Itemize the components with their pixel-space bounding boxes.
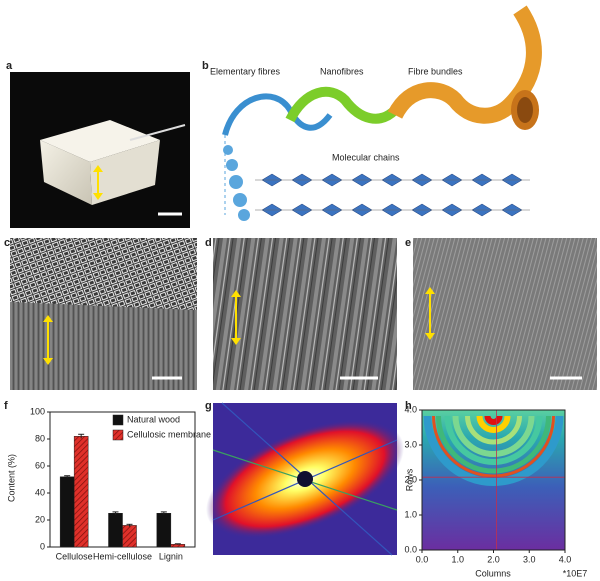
x-tick-label: 3.0: [523, 554, 536, 564]
bar: [156, 513, 172, 548]
y-tick-label: 0.0: [404, 544, 417, 554]
x-tick-label: 2.0: [487, 554, 500, 564]
panel-label: h: [405, 400, 412, 412]
heatmap-top-mask: [422, 398, 565, 410]
diffraction-ring: [444, 415, 543, 465]
legend-label: Natural wood: [127, 414, 180, 424]
y-axis-label: Content (%): [6, 454, 16, 502]
y-tick-label: 60: [35, 460, 45, 470]
x-tick-label: 4.0: [559, 554, 572, 564]
diffraction-ring: [452, 415, 535, 457]
diffraction-ring: [465, 415, 522, 445]
y-tick-label: 2.0: [404, 474, 417, 484]
panel-label: e: [405, 237, 411, 249]
legend-swatch: [112, 414, 124, 426]
schematic-label: Molecular chains: [332, 152, 400, 162]
y-tick-label: 100: [30, 406, 45, 416]
y-tick-label: 0: [40, 541, 45, 551]
x-tick-label: Cellulose: [56, 551, 93, 561]
bar: [59, 476, 75, 548]
y-axis-label: Rows: [404, 468, 414, 491]
diffraction-ring: [423, 415, 564, 486]
x-tick-label: Lignin: [159, 551, 183, 561]
diffraction-ring: [484, 415, 503, 425]
schematic-label: Elementary fibres: [210, 66, 281, 76]
bar: [122, 525, 137, 548]
legend-label: Cellulosic membrane: [127, 429, 211, 439]
diffraction-ring: [476, 415, 511, 433]
sem-c: [10, 238, 197, 390]
panel-label: a: [6, 60, 13, 72]
panel-label: b: [202, 60, 209, 72]
panel-label: f: [4, 400, 8, 412]
panel-label: g: [205, 400, 212, 412]
x-axis-label: Columns: [475, 568, 511, 578]
axis-annotation: *10E7: [563, 568, 588, 578]
schematic-label: Fibre bundles: [408, 66, 463, 76]
x-tick-label: 0.0: [416, 554, 429, 564]
y-tick-label: 80: [35, 433, 45, 443]
y-tick-label: 4.0: [404, 404, 417, 414]
y-tick-label: 40: [35, 487, 45, 497]
sem-d: [213, 238, 397, 390]
diffraction-ring: [436, 415, 551, 474]
diffraction-ring: [432, 415, 555, 478]
bar: [108, 513, 123, 548]
y-tick-label: 20: [35, 514, 45, 524]
y-tick-label: 3.0: [404, 439, 417, 449]
sem-e: [413, 238, 597, 390]
y-tick-label: 1.0: [404, 509, 417, 519]
panel-label: c: [4, 237, 10, 249]
bar: [73, 436, 89, 548]
photo-a: [10, 72, 190, 228]
diffraction-g: [205, 402, 405, 556]
x-tick-label: 1.0: [451, 554, 464, 564]
x-tick-label: Hemi-cellulose: [93, 551, 152, 561]
schematic: Elementary fibres Nanofibres Fibre bundl…: [210, 5, 542, 221]
panel-label: d: [205, 237, 212, 249]
schematic-label: Nanofibres: [320, 66, 364, 76]
legend-swatch: [112, 429, 124, 441]
